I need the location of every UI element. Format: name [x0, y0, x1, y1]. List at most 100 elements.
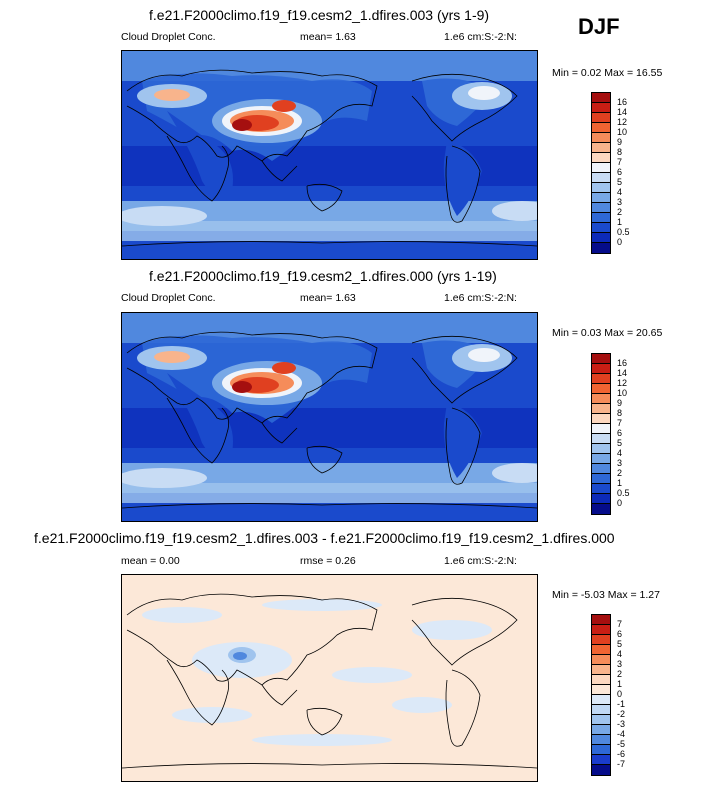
panel1-colorbar-swatch: [592, 113, 610, 123]
colorbar-tick: 6: [617, 629, 623, 639]
panel1-colorbar-swatch: [592, 93, 610, 103]
panel1-colorbar-swatch: [592, 193, 610, 203]
panel3-map: [121, 574, 538, 782]
colorbar-tick: 12: [617, 117, 628, 127]
panel3-rmse: rmse = 0.26: [300, 555, 356, 567]
panel3-colorbar-swatch: [592, 765, 610, 775]
colorbar-tick: 1: [617, 478, 623, 488]
panel3-colorbar: [591, 614, 611, 776]
panel3-colorbar-swatch: [592, 705, 610, 715]
colorbar-tick: -2: [617, 709, 626, 719]
panel3-mean: mean = 0.00: [121, 555, 180, 567]
panel3-colorbar-swatch: [592, 615, 610, 625]
colorbar-tick: -3: [617, 719, 626, 729]
panel1-variable: Cloud Droplet Conc.: [121, 31, 216, 43]
panel1-colorbar-swatch: [592, 223, 610, 233]
panel2-title: f.e21.F2000climo.f19_f19.cesm2_1.dfires.…: [149, 268, 497, 284]
panel3-colorbar-swatch: [592, 685, 610, 695]
colorbar-tick: -1: [617, 699, 626, 709]
colorbar-tick: 4: [617, 448, 623, 458]
panel1-title: f.e21.F2000climo.f19_f19.cesm2_1.dfires.…: [149, 7, 490, 23]
panel2-mean: mean= 1.63: [300, 292, 356, 304]
colorbar-tick: 2: [617, 468, 623, 478]
panel1-colorbar-swatch: [592, 133, 610, 143]
panel1-colorbar-swatch: [592, 153, 610, 163]
colorbar-tick: 1: [617, 679, 623, 689]
panel2-map: [121, 312, 538, 522]
panel2-colorbar-swatch: [592, 464, 610, 474]
colorbar-tick: 7: [617, 418, 623, 428]
panel3-colorbar-swatch: [592, 715, 610, 725]
panel2-colorbar-swatch: [592, 404, 610, 414]
panel3-title: f.e21.F2000climo.f19_f19.cesm2_1.dfires.…: [34, 530, 615, 546]
panel1-colorbar-swatch: [592, 103, 610, 113]
panel3-colorbar-swatch: [592, 625, 610, 635]
panel3-colorbar-swatch: [592, 755, 610, 765]
colorbar-tick: 4: [617, 649, 623, 659]
panel3-colorbar-swatch: [592, 745, 610, 755]
panel1-map: [121, 50, 538, 260]
panel1-colorbar-swatch: [592, 213, 610, 223]
panel1-colorbar-swatch: [592, 183, 610, 193]
colorbar-tick: 0.5: [617, 227, 630, 237]
panel2-colorbar-swatch: [592, 504, 610, 514]
panel1-minmax: Min = 0.02 Max = 16.55: [552, 67, 663, 79]
panel2-colorbar-swatch: [592, 454, 610, 464]
colorbar-tick: 5: [617, 177, 623, 187]
panel3-colorbar-swatch: [592, 695, 610, 705]
colorbar-tick: -6: [617, 749, 626, 759]
colorbar-tick: 9: [617, 398, 623, 408]
panel1-colorbar-swatch: [592, 233, 610, 243]
panel2-colorbar-swatch: [592, 444, 610, 454]
colorbar-tick: 9: [617, 137, 623, 147]
colorbar-tick: -5: [617, 739, 626, 749]
colorbar-tick: 3: [617, 659, 623, 669]
panel2-colorbar-swatch: [592, 414, 610, 424]
panel1-colorbar: [591, 92, 611, 254]
panel3-colorbar-swatch: [592, 655, 610, 665]
colorbar-tick: 0: [617, 237, 623, 247]
colorbar-tick: 6: [617, 167, 623, 177]
panel2-colorbar-swatch: [592, 424, 610, 434]
colorbar-tick: 10: [617, 388, 628, 398]
panel2-variable: Cloud Droplet Conc.: [121, 292, 216, 304]
colorbar-tick: 8: [617, 147, 623, 157]
panel2-minmax: Min = 0.03 Max = 20.65: [552, 327, 663, 339]
panel3-colorbar-swatch: [592, 725, 610, 735]
panel2-units: 1.e6 cm:S:-2:N:: [444, 292, 517, 304]
panel3-colorbar-swatch: [592, 665, 610, 675]
colorbar-tick: -7: [617, 759, 626, 769]
panel2-colorbar: [591, 353, 611, 515]
colorbar-tick: 14: [617, 368, 628, 378]
colorbar-tick: 12: [617, 378, 628, 388]
colorbar-tick: 16: [617, 358, 628, 368]
panel1-colorbar-swatch: [592, 173, 610, 183]
colorbar-tick: 6: [617, 428, 623, 438]
colorbar-tick: 16: [617, 97, 628, 107]
panel1-colorbar-swatch: [592, 203, 610, 213]
panel1-colorbar-swatch: [592, 143, 610, 153]
panel1-colorbar-swatch: [592, 123, 610, 133]
season-label: DJF: [578, 14, 620, 39]
colorbar-tick: 4: [617, 187, 623, 197]
colorbar-tick: 3: [617, 197, 623, 207]
colorbar-tick: 2: [617, 207, 623, 217]
colorbar-tick: 0: [617, 498, 623, 508]
colorbar-tick: 5: [617, 438, 623, 448]
colorbar-tick: 7: [617, 157, 623, 167]
panel2-colorbar-swatch: [592, 364, 610, 374]
panel3-colorbar-swatch: [592, 635, 610, 645]
panel2-colorbar-swatch: [592, 354, 610, 364]
panel3-colorbar-swatch: [592, 735, 610, 745]
panel3-colorbar-swatch: [592, 645, 610, 655]
panel3-colorbar-swatch: [592, 675, 610, 685]
panel2-colorbar-swatch: [592, 474, 610, 484]
colorbar-tick: 0.5: [617, 488, 630, 498]
panel2-colorbar-swatch: [592, 394, 610, 404]
colorbar-tick: 7: [617, 619, 623, 629]
colorbar-tick: 14: [617, 107, 628, 117]
panel1-units: 1.e6 cm:S:-2:N:: [444, 31, 517, 43]
colorbar-tick: 2: [617, 669, 623, 679]
colorbar-tick: -4: [617, 729, 626, 739]
panel3-minmax: Min = -5.03 Max = 1.27: [552, 589, 660, 601]
